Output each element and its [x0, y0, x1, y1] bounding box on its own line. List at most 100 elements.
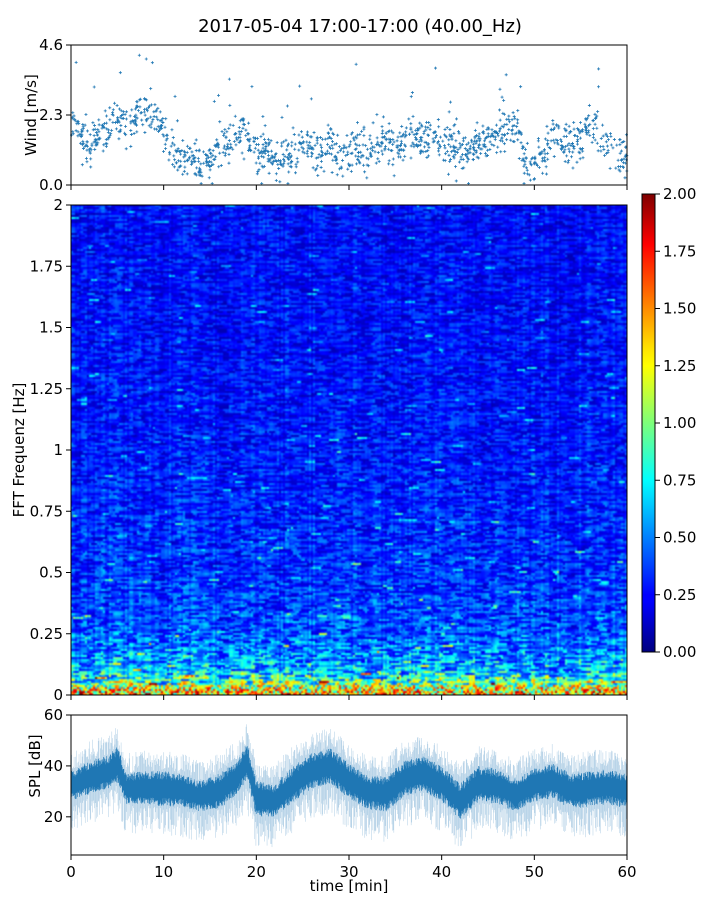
wind-point: [209, 155, 213, 159]
wind-point: [500, 95, 504, 99]
wind-point: [441, 158, 445, 162]
wind-point: [409, 126, 413, 130]
wind-panel: 0.0 2.3 4.6 Wind [m/s]: [22, 36, 629, 194]
wind-point: [266, 153, 270, 157]
wind-point: [483, 143, 487, 147]
wind-point: [384, 144, 388, 148]
wind-point: [498, 108, 502, 112]
wind-point: [604, 140, 608, 144]
wind-point: [543, 156, 547, 160]
wind-point: [144, 107, 148, 111]
wind-point: [88, 133, 92, 137]
wind-point: [498, 129, 502, 133]
wind-ylabel: Wind [m/s]: [22, 74, 40, 156]
wind-point: [301, 141, 305, 145]
wind-point: [415, 137, 419, 141]
wind-point: [322, 169, 326, 173]
wind-point: [256, 170, 260, 174]
wind-point: [443, 159, 447, 163]
wind-point: [512, 123, 516, 127]
wind-point: [81, 141, 85, 145]
wind-point: [400, 124, 404, 128]
wind-point: [409, 95, 413, 99]
wind-point: [85, 129, 89, 133]
wind-point: [457, 131, 461, 135]
wind-point: [572, 121, 576, 125]
wind-point: [397, 148, 401, 152]
wind-point: [135, 116, 139, 120]
wind-point: [260, 181, 264, 185]
wind-point: [403, 144, 407, 148]
wind-point: [475, 155, 479, 159]
wind-point: [546, 151, 550, 155]
wind-point: [76, 130, 80, 134]
wind-point: [509, 138, 513, 142]
wind-point: [334, 142, 338, 146]
wind-point: [262, 164, 266, 168]
wind-point: [260, 154, 264, 158]
wind-point: [411, 141, 415, 145]
wind-point: [475, 121, 479, 125]
wind-point: [149, 87, 153, 91]
wind-point: [135, 100, 139, 104]
wind-point: [578, 129, 582, 133]
wind-point: [229, 142, 233, 146]
wind-point: [185, 144, 189, 148]
spl-y-tick-label: 20: [44, 808, 63, 826]
wind-point: [143, 113, 147, 117]
wind-point: [108, 134, 112, 138]
wind-point: [151, 117, 155, 121]
wind-point: [235, 138, 239, 142]
wind-point: [372, 145, 376, 149]
wind-point: [450, 137, 454, 141]
wind-y-tick-label: 2.3: [39, 106, 63, 124]
wind-point: [524, 166, 528, 170]
wind-point: [563, 148, 567, 152]
wind-point: [562, 151, 566, 155]
wind-point: [320, 151, 324, 155]
wind-point: [214, 155, 218, 159]
wind-point: [477, 136, 481, 140]
wind-point: [604, 151, 608, 155]
wind-point: [270, 162, 274, 166]
wind-point: [415, 132, 419, 136]
wind-point: [211, 153, 215, 157]
wind-point: [227, 77, 231, 81]
wind-point: [227, 161, 231, 165]
wind-point: [293, 142, 297, 146]
wind-point: [567, 147, 571, 151]
spl-x-tick-label: 20: [247, 863, 266, 881]
wind-point: [182, 149, 186, 153]
wind-point: [501, 111, 505, 115]
wind-point: [496, 145, 500, 149]
wind-point: [586, 130, 590, 134]
wind-point: [80, 128, 84, 132]
spectrogram-ylabel: FFT Frequenz [Hz]: [10, 383, 28, 518]
wind-point: [203, 153, 207, 157]
colorbar-tick-label: 1.75: [663, 242, 696, 260]
wind-point: [543, 137, 547, 141]
wind-point: [498, 118, 502, 122]
wind-point: [518, 130, 522, 134]
wind-point: [282, 162, 286, 166]
wind-point: [541, 171, 545, 175]
wind-point: [578, 136, 582, 140]
wind-point: [474, 149, 478, 153]
wind-point: [560, 148, 564, 152]
wind-point: [150, 61, 154, 65]
wind-point: [498, 127, 502, 131]
wind-point: [451, 154, 455, 158]
wind-point: [519, 141, 523, 145]
wind-point: [97, 130, 101, 134]
wind-point: [174, 161, 178, 165]
wind-point: [395, 139, 399, 143]
spl-x-tick-label: 60: [617, 863, 636, 881]
wind-point: [330, 143, 334, 147]
wind-point: [85, 148, 89, 152]
wind-point: [231, 147, 235, 151]
wind-point: [129, 129, 133, 133]
wind-point: [272, 159, 276, 163]
wind-point: [154, 108, 158, 112]
wind-point: [271, 155, 275, 159]
wind-point: [619, 165, 623, 169]
